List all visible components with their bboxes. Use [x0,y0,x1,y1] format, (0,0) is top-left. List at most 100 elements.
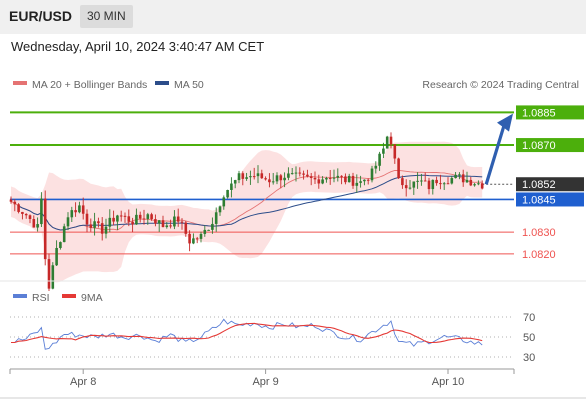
candle-body [28,215,32,219]
rsi-ma-legend-swatch [62,294,76,298]
ma50-legend-label: MA 50 [174,79,204,91]
candle-body [51,265,55,289]
candle-body [112,217,115,222]
candle-body [347,175,351,183]
candle-body [142,218,146,220]
rsi-tick-label: 30 [523,352,535,364]
rsi-legend-swatch [13,294,27,298]
candle-body [24,213,28,216]
candle-body [138,214,142,219]
candle-body [146,214,150,219]
candle-body [275,175,279,182]
candle-body [389,136,393,145]
candle-body [450,178,454,184]
candle-body [230,183,233,190]
candle-body [260,173,264,179]
candle-body [382,148,385,154]
candle-body [385,136,389,149]
candle-body [161,220,165,228]
time-axis-ticks: Apr 8 Apr 9 Apr 10 [9,369,515,388]
candle-body [279,175,283,181]
candle-body [108,217,112,227]
candle-body [9,199,13,202]
candle-body [97,221,100,224]
candle-body [366,179,370,181]
candle-body [480,183,484,189]
candle-body [100,223,104,234]
candle-body [40,198,43,225]
datetime-label: Wednesday, April 10, 2024 3:40:47 AM CET [11,39,265,54]
candle-body [401,178,404,186]
candle-body [355,182,359,186]
candle-body [207,229,210,231]
candle-body [135,214,138,225]
candle-body [294,172,298,174]
candle-body [104,226,108,234]
candle-body [70,210,74,218]
candle-body [176,216,180,222]
ma20-legend-label: MA 20 + Bollinger Bands [32,79,147,91]
candle-body [66,217,70,227]
candle-body [237,173,241,181]
candle-body [287,173,290,178]
level-label-1.0870: 1.0870 [522,140,556,152]
candle-body [306,174,309,177]
level-label-box-1.0885 [516,105,584,120]
candle-body [157,220,161,224]
candle-body [469,179,473,186]
rsi-plot: 70 50 30 [10,312,535,364]
candle-body [32,218,36,228]
time-tick-label: Apr 9 [252,376,278,388]
candle-body [203,229,207,234]
candle-body [150,214,153,220]
credit-label: Research © 2024 Trading Central [422,79,579,91]
candle-body [17,204,20,212]
candle-body [416,180,419,182]
candle-body [154,219,157,224]
level-label-1.0830: 1.0830 [522,227,556,239]
candle-body [256,173,260,177]
ma50-legend-swatch [155,81,169,85]
candle-body [199,233,203,239]
candle-body [412,181,416,188]
candle-body [473,184,476,186]
candle-body [188,233,191,244]
candle-body [427,180,431,190]
candle-body [340,175,343,177]
candle-body [393,144,397,159]
timeframe-button[interactable]: 30 MIN [80,5,133,28]
candle-body [21,211,24,214]
candle-body [446,183,450,185]
candle-body [435,179,438,184]
candle-body [309,176,313,178]
candle-body [116,215,119,222]
candle-body [211,223,214,230]
candle-body [264,178,267,180]
candle-body [302,173,305,175]
price-plot: 1.0885 1.0870 1.0852 1.0845 1.0830 1.0820 [9,105,584,291]
candle-body [78,205,81,213]
level-label-box-1.0845 [516,192,584,207]
candle-body [313,177,317,180]
candle-body [442,183,446,185]
candle-body [165,225,169,228]
candle-body [397,158,400,179]
candle-body [89,224,93,228]
candle-body [271,181,275,183]
candle-body [131,221,134,225]
candle-body [43,198,47,260]
level-label-box-1.0870 [516,138,584,153]
candle-body [423,180,427,182]
level-label-1.0885: 1.0885 [522,107,556,119]
symbol-label: EUR/USD [9,8,73,24]
candle-body [127,216,131,222]
candle-body [325,178,328,180]
candle-body [74,210,77,213]
candle-body [439,183,442,185]
time-tick-label: Apr 10 [432,376,464,388]
candle-body [226,189,229,198]
candle-body [184,222,188,234]
candle-body [195,238,199,240]
candle-body [222,197,226,207]
header-bar: EUR/USD 30 MIN [0,0,586,34]
